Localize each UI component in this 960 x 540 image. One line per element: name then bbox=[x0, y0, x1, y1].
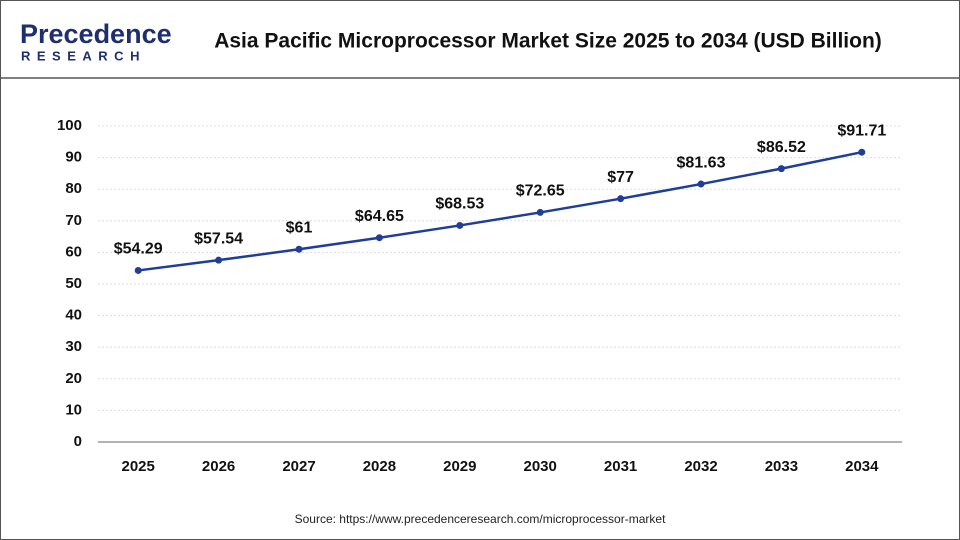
logo: Precedence RESEARCH bbox=[20, 19, 172, 63]
point bbox=[697, 180, 705, 188]
data-label: $57.54 bbox=[194, 230, 243, 247]
x-tick-label: 2030 bbox=[524, 458, 557, 475]
point bbox=[295, 245, 303, 253]
y-tick-label: 40 bbox=[65, 307, 82, 324]
y-tick-label: 70 bbox=[65, 212, 82, 229]
x-tick-label: 2026 bbox=[202, 458, 235, 475]
x-tick-label: 2025 bbox=[122, 458, 155, 475]
logo-name: Precedence bbox=[20, 19, 172, 49]
point bbox=[215, 256, 223, 264]
point bbox=[536, 208, 544, 216]
logo-tagline: RESEARCH bbox=[21, 48, 146, 63]
y-tick-label: 60 bbox=[65, 243, 82, 260]
y-tick-label: 100 bbox=[57, 117, 82, 134]
x-tick-label: 2031 bbox=[604, 458, 637, 475]
data-label: $77 bbox=[607, 169, 634, 186]
y-tick-label: 10 bbox=[65, 401, 82, 418]
point bbox=[375, 234, 383, 242]
y-tick-label: 30 bbox=[65, 338, 82, 355]
x-tick-label: 2029 bbox=[443, 458, 476, 475]
source: Source: https://www.precedenceresearch.c… bbox=[295, 512, 666, 526]
point bbox=[858, 148, 866, 156]
x-tick-label: 2032 bbox=[684, 458, 717, 475]
data-label: $61 bbox=[286, 219, 313, 236]
point bbox=[134, 266, 142, 274]
data-label: $86.52 bbox=[757, 139, 806, 156]
x-tick-label: 2033 bbox=[765, 458, 798, 475]
y-tick-label: 90 bbox=[65, 149, 82, 166]
x-tick-label: 2027 bbox=[282, 458, 315, 475]
chart-title: Asia Pacific Microprocessor Market Size … bbox=[214, 30, 882, 53]
point bbox=[777, 165, 785, 173]
data-label: $81.63 bbox=[677, 154, 726, 171]
data-label: $72.65 bbox=[516, 183, 565, 200]
y-tick-label: 20 bbox=[65, 370, 82, 387]
point bbox=[456, 221, 464, 229]
x-tick-label: 2028 bbox=[363, 458, 396, 475]
x-tick-label: 2034 bbox=[845, 458, 879, 475]
data-label: $64.65 bbox=[355, 208, 404, 225]
data-label: $54.29 bbox=[114, 241, 163, 258]
y-tick-label: 80 bbox=[65, 180, 82, 197]
y-tick-label: 0 bbox=[74, 433, 82, 450]
data-label: $68.53 bbox=[435, 196, 484, 213]
data-label: $91.71 bbox=[837, 122, 886, 139]
point bbox=[617, 195, 625, 203]
line bbox=[138, 150, 863, 272]
y-tick-label: 50 bbox=[65, 275, 82, 292]
